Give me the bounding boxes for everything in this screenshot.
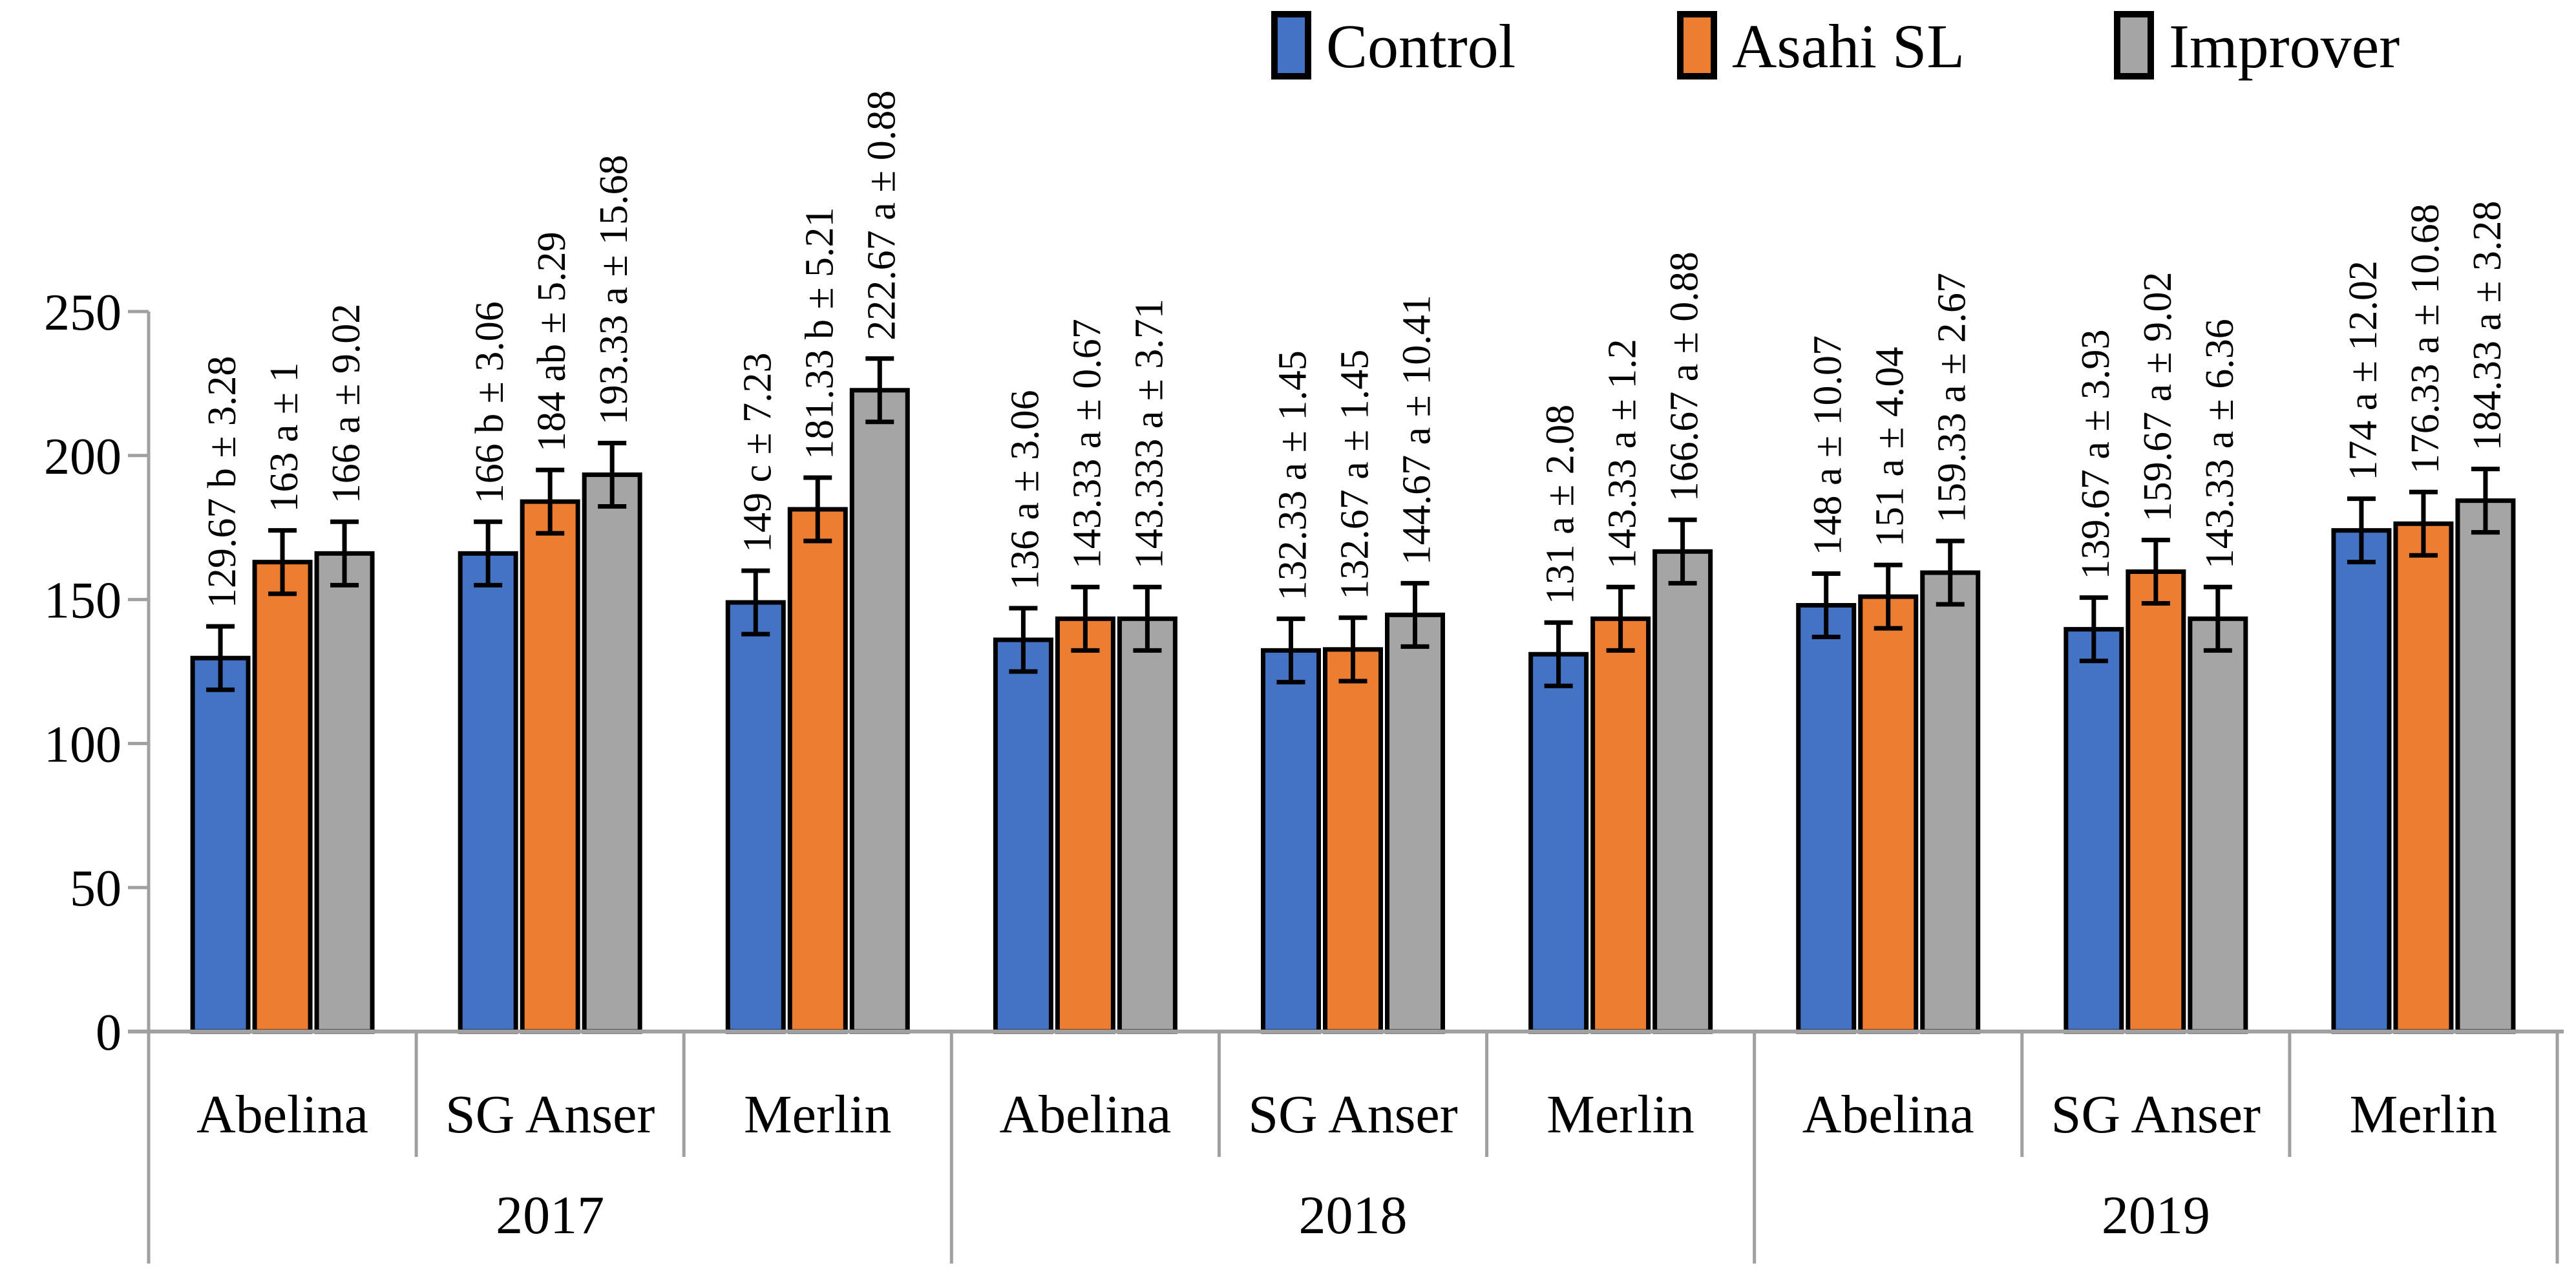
x-axis-cultivar-label: SG Anser: [445, 1085, 655, 1145]
bar-control-2019-abelina: [1796, 603, 1857, 1034]
bar-asahi-sl-2019-abelina: [1858, 594, 1919, 1034]
bar-improver-2018-merlin: [1652, 549, 1713, 1034]
bar-value-label: 174 a ± 12.02: [2341, 260, 2385, 481]
bar-improver-2018-sg-anser: [1385, 612, 1445, 1034]
bar-improver-2017-merlin: [849, 388, 910, 1034]
x-axis-cultivar-label: Abelina: [999, 1085, 1171, 1145]
bar-value-label: 181.33 b ± 5.21: [797, 207, 841, 460]
y-axis-tick-label: 250: [44, 284, 121, 341]
bar-value-label: 132.67 a ± 1.45: [1333, 350, 1377, 600]
bar-asahi-sl-2019-merlin: [2393, 521, 2454, 1034]
x-axis-year-label: 2019: [2102, 1185, 2210, 1245]
bar-value-label: 159.67 a ± 9.02: [2136, 271, 2180, 522]
bar-value-label: 143.33 a ± 6.36: [2198, 319, 2242, 569]
legend-swatch-control: [1271, 11, 1311, 79]
bar-control-2019-merlin: [2331, 528, 2392, 1034]
x-axis-cultivar-label: Merlin: [2350, 1085, 2498, 1145]
bar-control-2018-abelina: [993, 637, 1053, 1034]
bar-value-label: 184 ab ± 5.29: [530, 232, 574, 452]
bar-value-label: 131 a ± 2.08: [1539, 405, 1583, 605]
bar-value-label: 184.33 a ± 3.28: [2465, 201, 2509, 451]
x-axis-year-label: 2017: [496, 1185, 604, 1245]
bar-control-2019-sg-anser: [2064, 627, 2124, 1034]
bar-value-label: 136 a ± 3.06: [1003, 390, 1047, 590]
bar-asahi-sl-2018-sg-anser: [1323, 647, 1383, 1034]
legend-label-control: Control: [1326, 12, 1515, 81]
bar-value-label: 166 b ± 3.06: [468, 301, 512, 503]
x-axis-cultivar-label: SG Anser: [2051, 1085, 2261, 1145]
bar-asahi-sl-2018-abelina: [1055, 616, 1115, 1034]
bar-control-2018-merlin: [1528, 651, 1589, 1034]
x-axis-year-label: 2018: [1299, 1185, 1408, 1245]
y-axis-tick-label: 50: [70, 860, 121, 917]
bar-improver-2017-sg-anser: [582, 472, 642, 1034]
bar-value-label: 143.33 a ± 1.2: [1601, 339, 1645, 569]
bar-control-2018-sg-anser: [1261, 648, 1321, 1034]
x-axis-cultivar-label: Merlin: [744, 1085, 892, 1145]
bar-value-label: 163 a ± 1: [262, 363, 306, 513]
bar-value-label: 143.33 a ± 0.67: [1065, 319, 1109, 569]
bar-value-label: 159.33 a ± 2.67: [1930, 273, 1974, 523]
bar-asahi-sl-2017-abelina: [252, 560, 313, 1034]
bar-value-label: 148 a ± 10.07: [1806, 335, 1850, 556]
y-axis-tick-label: 100: [44, 716, 121, 773]
bar-asahi-sl-2019-sg-anser: [2126, 569, 2186, 1034]
y-axis-tick-label: 200: [44, 429, 121, 485]
bar-improver-2019-abelina: [1920, 570, 1981, 1034]
x-axis-cultivar-label: Abelina: [196, 1085, 368, 1145]
bar-value-label: 166 a ± 9.02: [324, 304, 368, 504]
x-axis-cultivar-label: Abelina: [1802, 1085, 1974, 1145]
y-axis-tick-label: 0: [96, 1004, 121, 1061]
y-axis-tick-label: 150: [44, 573, 121, 630]
bar-asahi-sl-2018-merlin: [1590, 616, 1651, 1034]
bar-improver-2018-abelina: [1117, 616, 1177, 1034]
legend-swatch-improver: [2114, 11, 2154, 79]
bar-value-label: 166.67 a ± 0.88: [1663, 251, 1707, 502]
bar-value-label: 151 a ± 4.04: [1868, 347, 1912, 547]
legend-label-asahi-sl: Asahi SL: [1732, 12, 1965, 81]
legend-swatch-asahi-sl: [1677, 11, 1717, 79]
bar-asahi-sl-2017-sg-anser: [520, 499, 580, 1034]
legend-label-improver: Improver: [2169, 12, 2400, 81]
bar-value-label: 132.33 a ± 1.45: [1271, 350, 1315, 600]
bar-improver-2019-sg-anser: [2188, 616, 2248, 1034]
bar-control-2017-sg-anser: [458, 551, 518, 1034]
bar-control-2017-abelina: [190, 655, 251, 1034]
bar-value-label: 222.67 a ± 0.88: [860, 90, 903, 341]
bar-value-label: 176.33 a ± 10.68: [2403, 204, 2447, 474]
bar-improver-2019-merlin: [2455, 498, 2516, 1034]
bar-value-label: 143.333 a ± 3.71: [1127, 299, 1171, 569]
bar-asahi-sl-2017-merlin: [787, 507, 848, 1034]
x-axis-cultivar-label: SG Anser: [1248, 1085, 1457, 1145]
bar-value-label: 129.67 b ± 3.28: [200, 356, 244, 609]
bar-value-label: 193.33 a ± 15.68: [592, 154, 636, 425]
x-axis-cultivar-label: Merlin: [1547, 1085, 1694, 1145]
bar-improver-2017-abelina: [314, 551, 375, 1034]
bar-control-2017-merlin: [725, 600, 786, 1034]
bar-value-label: 144.67 a ± 10.41: [1395, 295, 1439, 565]
bar-value-label: 149 c ± 7.23: [735, 352, 779, 553]
bar-value-label: 139.67 a ± 3.93: [2074, 330, 2118, 580]
